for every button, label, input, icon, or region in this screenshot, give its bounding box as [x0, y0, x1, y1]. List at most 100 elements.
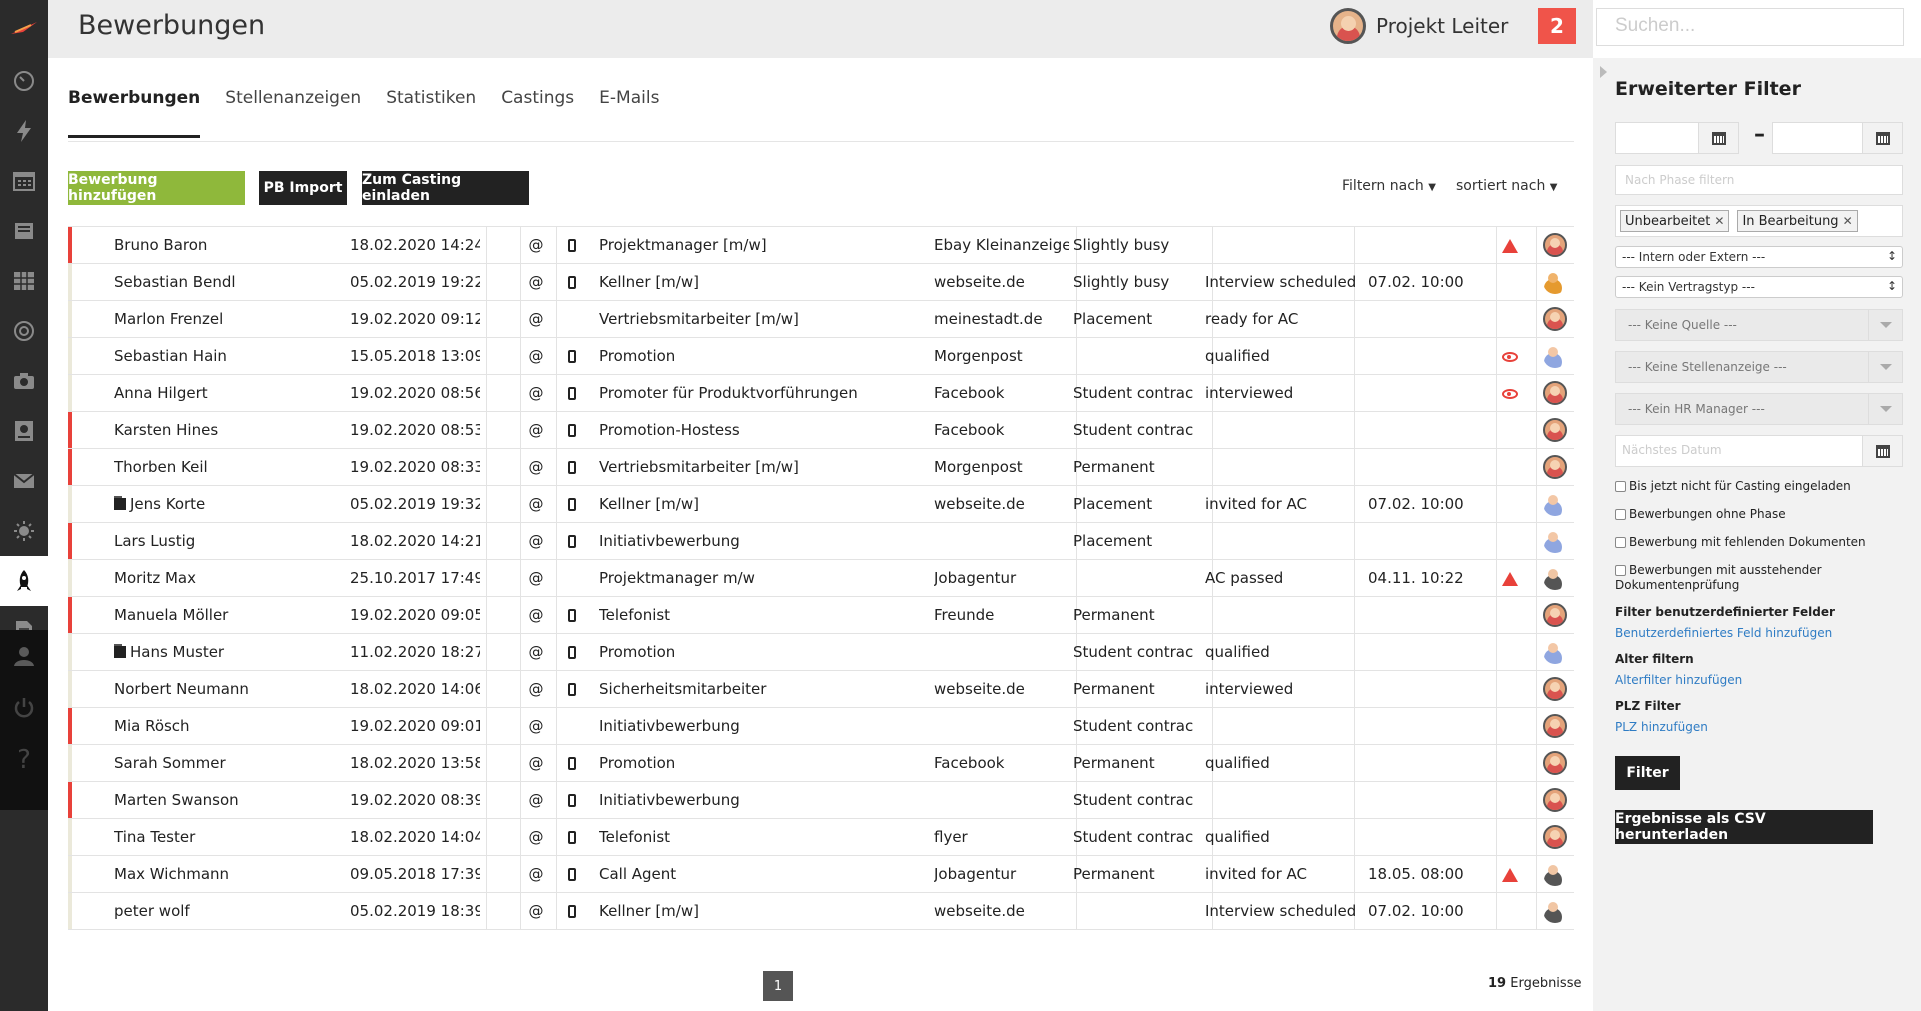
email-icon[interactable]: @	[528, 236, 544, 254]
csv-download-button[interactable]: Ergebnisse als CSV herunterladen	[1615, 810, 1873, 844]
avatar[interactable]	[1543, 640, 1567, 664]
applicant-name[interactable]: Norbert Neumann	[114, 671, 344, 707]
email-icon[interactable]: @	[528, 791, 544, 809]
avatar[interactable]	[1543, 825, 1567, 849]
user-menu[interactable]: Projekt Leiter	[1330, 8, 1508, 44]
date-from-input[interactable]	[1615, 122, 1739, 154]
table-row[interactable]: Marten Swanson 19.02.2020 08:39 @ Initiativ…	[68, 782, 1574, 819]
table-row[interactable]: Jens Korte 05.02.2019 19:32 @ Kellner [m/w]…	[68, 486, 1574, 523]
page-button-1[interactable]: 1	[763, 971, 793, 1001]
table-row[interactable]: Tina Tester 18.02.2020 14:04 @ Telefonist fl…	[68, 819, 1574, 856]
stellenanzeige-select[interactable]: --- Keine Stellenanzeige ---	[1615, 351, 1903, 383]
applicant-name[interactable]: Karsten Hines	[114, 412, 344, 448]
checkbox-without-phase[interactable]: Bewerbungen ohne Phase	[1615, 507, 1786, 522]
email-icon[interactable]: @	[528, 569, 544, 587]
avatar[interactable]	[1543, 307, 1567, 331]
phone-icon[interactable]	[568, 350, 576, 363]
table-row[interactable]: Hans Muster 11.02.2020 18:27 @ Promotion Stu…	[68, 634, 1574, 671]
applicant-name[interactable]: Marlon Frenzel	[114, 301, 344, 337]
calendar-icon[interactable]	[0, 156, 48, 206]
applicant-name[interactable]: Anna Hilgert	[114, 375, 344, 411]
remove-tag-icon[interactable]: ✕	[1842, 214, 1853, 228]
certificate-icon[interactable]	[0, 406, 48, 456]
book-icon[interactable]	[0, 206, 48, 256]
next-date-input[interactable]: Nächstes Datum	[1615, 435, 1903, 467]
avatar[interactable]	[1543, 455, 1567, 479]
applicant-name[interactable]: Sarah Sommer	[114, 745, 344, 781]
add-application-button[interactable]: Bewerbung hinzufügen	[68, 171, 245, 205]
sun-icon[interactable]	[0, 506, 48, 556]
avatar[interactable]	[1543, 270, 1567, 294]
power-icon[interactable]	[0, 682, 48, 734]
applicant-name[interactable]: Marten Swanson	[114, 782, 344, 818]
invite-casting-button[interactable]: Zum Casting einladen	[362, 171, 529, 205]
table-row[interactable]: Bruno Baron 18.02.2020 14:24 @ Projektmanag…	[68, 227, 1574, 264]
checkbox-not-invited[interactable]: Bis jetzt nicht für Casting eingeladen	[1615, 479, 1851, 494]
avatar[interactable]	[1543, 233, 1567, 257]
phone-icon[interactable]	[568, 831, 576, 844]
quelle-select[interactable]: --- Keine Quelle ---	[1615, 309, 1903, 341]
email-icon[interactable]: @	[528, 606, 544, 624]
applicant-name[interactable]: Manuela Möller	[114, 597, 344, 633]
avatar[interactable]	[1543, 899, 1567, 923]
phone-icon[interactable]	[568, 794, 576, 807]
tab-bewerbungen[interactable]: Bewerbungen	[68, 88, 201, 138]
table-row[interactable]: Karsten Hines 19.02.2020 08:53 @ Promotion-…	[68, 412, 1574, 449]
phone-icon[interactable]	[568, 646, 576, 659]
avatar[interactable]	[1543, 862, 1567, 886]
phone-icon[interactable]	[568, 905, 576, 918]
calendar-icon[interactable]	[1862, 436, 1902, 466]
applicant-name[interactable]: Jens Korte	[114, 486, 344, 522]
calendar-icon[interactable]	[1698, 123, 1738, 153]
calendar-icon[interactable]	[1862, 123, 1902, 153]
avatar[interactable]	[1543, 751, 1567, 775]
applicant-name[interactable]: Thorben Keil	[114, 449, 344, 485]
sort-by-dropdown[interactable]: sortiert nach ▼	[1456, 178, 1557, 194]
email-icon[interactable]: @	[528, 902, 544, 920]
email-icon[interactable]: @	[528, 643, 544, 661]
table-row[interactable]: Max Wichmann 09.05.2018 17:39 @ Call Agent J…	[68, 856, 1574, 893]
help-icon[interactable]: ?	[17, 745, 31, 775]
table-row[interactable]: Manuela Möller 19.02.2020 09:05 @ Telefonis…	[68, 597, 1574, 634]
checkbox-box[interactable]	[1615, 565, 1626, 576]
collapse-arrow-icon[interactable]	[1600, 66, 1607, 78]
checkbox-box[interactable]	[1615, 537, 1626, 548]
phone-icon[interactable]	[568, 868, 576, 881]
add-age-filter-link[interactable]: Alterfilter hinzufügen	[1615, 673, 1743, 687]
phone-icon[interactable]	[568, 276, 576, 289]
email-icon[interactable]: @	[528, 495, 544, 513]
table-icon[interactable]	[0, 256, 48, 306]
avatar[interactable]	[1543, 677, 1567, 701]
phone-icon[interactable]	[568, 239, 576, 252]
email-icon[interactable]: @	[528, 532, 544, 550]
email-icon[interactable]: @	[528, 347, 544, 365]
email-icon[interactable]: @	[528, 754, 544, 772]
checkbox-box[interactable]	[1615, 481, 1626, 492]
avatar[interactable]	[1543, 566, 1567, 590]
remove-tag-icon[interactable]: ✕	[1714, 214, 1725, 228]
avatar[interactable]	[1543, 344, 1567, 368]
phone-icon[interactable]	[568, 387, 576, 400]
filter-button[interactable]: Filter	[1615, 756, 1680, 790]
avatar[interactable]	[1543, 714, 1567, 738]
table-row[interactable]: Sebastian Hain 15.05.2018 13:09 @ Promotion…	[68, 338, 1574, 375]
notification-badge[interactable]: 2	[1538, 8, 1576, 44]
applicant-name[interactable]: Tina Tester	[114, 819, 344, 855]
camera-icon[interactable]	[0, 356, 48, 406]
phone-icon[interactable]	[568, 757, 576, 770]
checkbox-missing-documents[interactable]: Bewerbung mit fehlenden Dokumenten	[1615, 535, 1866, 550]
avatar[interactable]	[1543, 418, 1567, 442]
avatar[interactable]	[1543, 529, 1567, 553]
phase-tags[interactable]: Unbearbeitet ✕ In Bearbeitung ✕	[1615, 205, 1903, 237]
email-icon[interactable]: @	[528, 458, 544, 476]
filter-by-dropdown[interactable]: Filtern nach ▼	[1342, 178, 1436, 194]
dashboard-icon[interactable]	[0, 56, 48, 106]
user-icon[interactable]	[0, 630, 48, 682]
phone-icon[interactable]	[568, 498, 576, 511]
tab-stellenanzeigen[interactable]: Stellenanzeigen	[225, 88, 362, 108]
search-input[interactable]: Suchen...	[1596, 8, 1904, 46]
intern-extern-select[interactable]: --- Intern oder Extern ---	[1615, 246, 1903, 268]
applicant-name[interactable]: Moritz Max	[114, 560, 344, 596]
phone-icon[interactable]	[568, 609, 576, 622]
applicant-name[interactable]: peter wolf	[114, 893, 344, 929]
